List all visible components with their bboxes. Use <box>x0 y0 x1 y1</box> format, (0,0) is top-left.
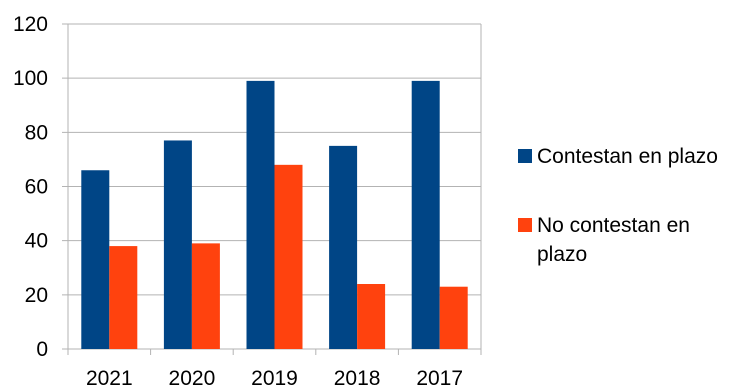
y-tick-label: 40 <box>25 230 48 253</box>
y-tick-label: 100 <box>13 67 48 90</box>
bar-contestan-2017 <box>411 80 440 349</box>
y-tick-label: 120 <box>13 13 48 36</box>
y-tick-labels: 0 20 40 60 80 100 120 <box>13 13 48 361</box>
x-tick-labels: 2021 2020 2019 2018 2017 <box>86 367 463 389</box>
x-tick-label: 2020 <box>169 367 216 389</box>
axes <box>67 24 482 355</box>
bars <box>81 80 468 349</box>
bar-contestan-2020 <box>163 140 192 349</box>
x-tick-label: 2018 <box>334 367 381 389</box>
y-tick-label: 0 <box>36 338 48 361</box>
bar-no-contestan-2021 <box>109 246 138 349</box>
legend-swatch-contestan <box>518 149 532 163</box>
bar-no-contestan-2020 <box>191 243 220 349</box>
legend: Contestan en plazo No contestan en plazo <box>518 145 718 266</box>
bar-no-contestan-2019 <box>274 164 303 349</box>
x-tick-label: 2017 <box>416 367 463 389</box>
bar-contestan-2021 <box>81 170 110 349</box>
x-tick-label: 2019 <box>251 367 298 389</box>
bar-no-contestan-2017 <box>439 286 468 349</box>
y-tick-label: 80 <box>25 121 48 144</box>
bar-contestan-2018 <box>329 145 358 349</box>
y-tick-label: 20 <box>25 284 48 307</box>
bar-contestan-2019 <box>246 80 275 349</box>
bar-no-contestan-2018 <box>357 284 386 349</box>
legend-swatch-no-contestan <box>518 218 532 232</box>
legend-label-no-contestan: No contestan en plazo <box>537 214 690 266</box>
y-tick-label: 60 <box>25 176 48 199</box>
legend-label-contestan: Contestan en plazo <box>537 145 718 168</box>
x-tick-label: 2021 <box>86 367 133 389</box>
